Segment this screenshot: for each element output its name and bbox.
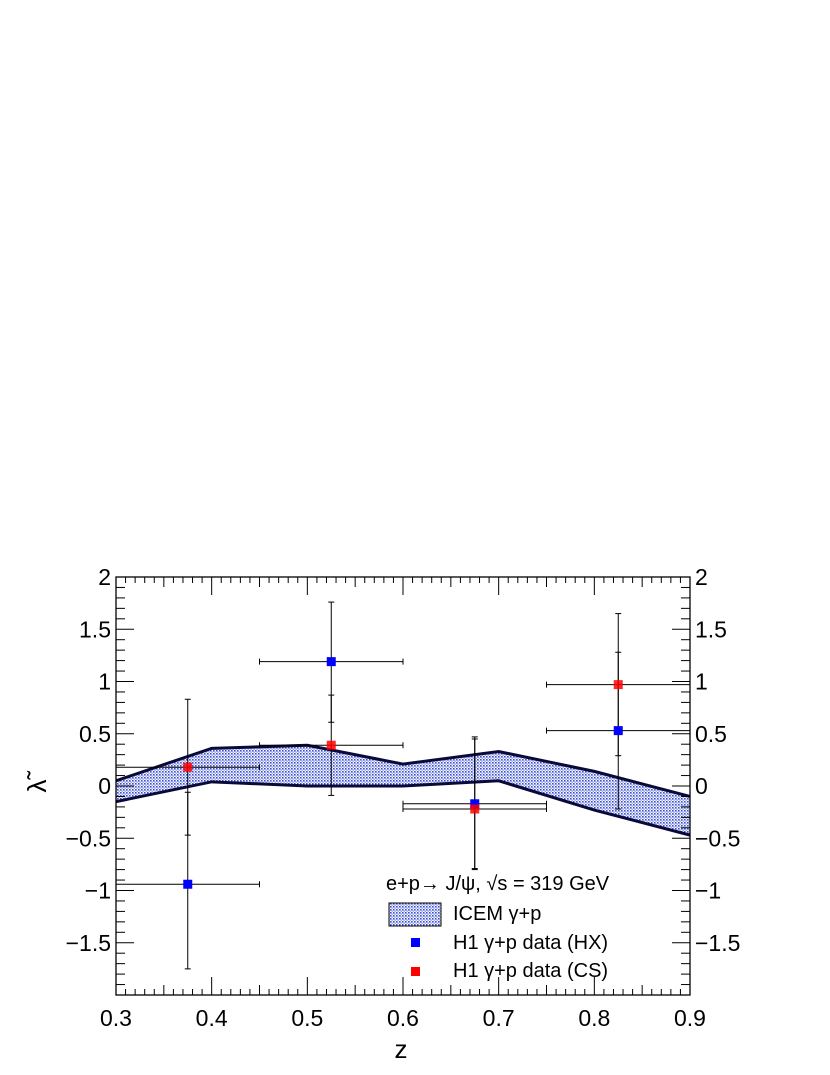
legend-cs-label: H1 γ+p data (CS) [453, 960, 608, 982]
band-layer [115, 743, 691, 837]
y-tick-label-left: −1 [85, 878, 111, 904]
y-tick-label-right: 0.5 [695, 721, 727, 747]
legend-band-label: ICEM γ+p [453, 903, 541, 925]
y-tick-label-right: −0.5 [695, 825, 740, 851]
x-tick-label: 0.4 [196, 1005, 228, 1031]
data-point-s0-p1 [326, 657, 336, 667]
legend-header: e+p→ J/ψ, √s = 319 GeV [386, 873, 610, 895]
icem-band-fill [116, 745, 690, 836]
y-tick-label-left: 1.5 [79, 616, 111, 642]
x-tick-label: 0.8 [578, 1005, 610, 1031]
data-point-s0-p2 [470, 799, 480, 809]
x-tick-label: 0.5 [291, 1005, 323, 1031]
legend-band-swatch [388, 902, 442, 927]
data-point-s1-p0 [183, 762, 193, 772]
x-tick-label: 0.9 [674, 1005, 706, 1031]
y-tick-label-right: 0 [695, 773, 708, 799]
data-point-s0-p0 [183, 879, 193, 889]
y-tick-label-left: −1.5 [66, 930, 111, 956]
x-tick-label: 0.7 [483, 1005, 515, 1031]
icem-band-lower-edge [115, 779, 691, 837]
icem-band-upper-edge [115, 743, 691, 798]
tick-layer [115, 576, 691, 996]
data-point-s1-p1 [326, 740, 336, 750]
legend: e+p→ J/ψ, √s = 319 GeV ICEM γ+p H1 γ+p d… [386, 873, 610, 982]
y-tick-label-right: −1.5 [695, 930, 740, 956]
y-tick-label-right: 2 [695, 564, 708, 590]
y-tick-label-left: 1 [98, 669, 111, 695]
x-axis-label: z [395, 1034, 408, 1064]
y-tick-label-left: 0.5 [79, 721, 111, 747]
y-tick-label-right: −1 [695, 878, 721, 904]
y-tick-label-left: 0 [98, 773, 111, 799]
x-tick-label: 0.3 [100, 1005, 132, 1031]
y-tick-label-left: 2 [98, 564, 111, 590]
data-point-s0-p3 [613, 726, 623, 736]
legend-hx-marker [411, 938, 420, 947]
y-axis-label: λ̃ [22, 771, 52, 793]
y-tick-label-right: 1.5 [695, 616, 727, 642]
data-point-s1-p3 [613, 680, 623, 690]
marker-layer [183, 657, 623, 889]
x-tick-label: 0.6 [387, 1005, 419, 1031]
y-tick-label-right: 1 [695, 669, 708, 695]
y-tick-label-left: −0.5 [66, 825, 111, 851]
legend-cs-marker [411, 967, 420, 976]
legend-hx-label: H1 γ+p data (HX) [453, 932, 608, 954]
tick-label-layer: 0.3 0.4 0.5 0.6 0.7 0.8 0.9 −1.5 −1.5 −1 −1 −0.5 −0.… [66, 564, 741, 1031]
data-point-s1-p2 [470, 804, 480, 814]
